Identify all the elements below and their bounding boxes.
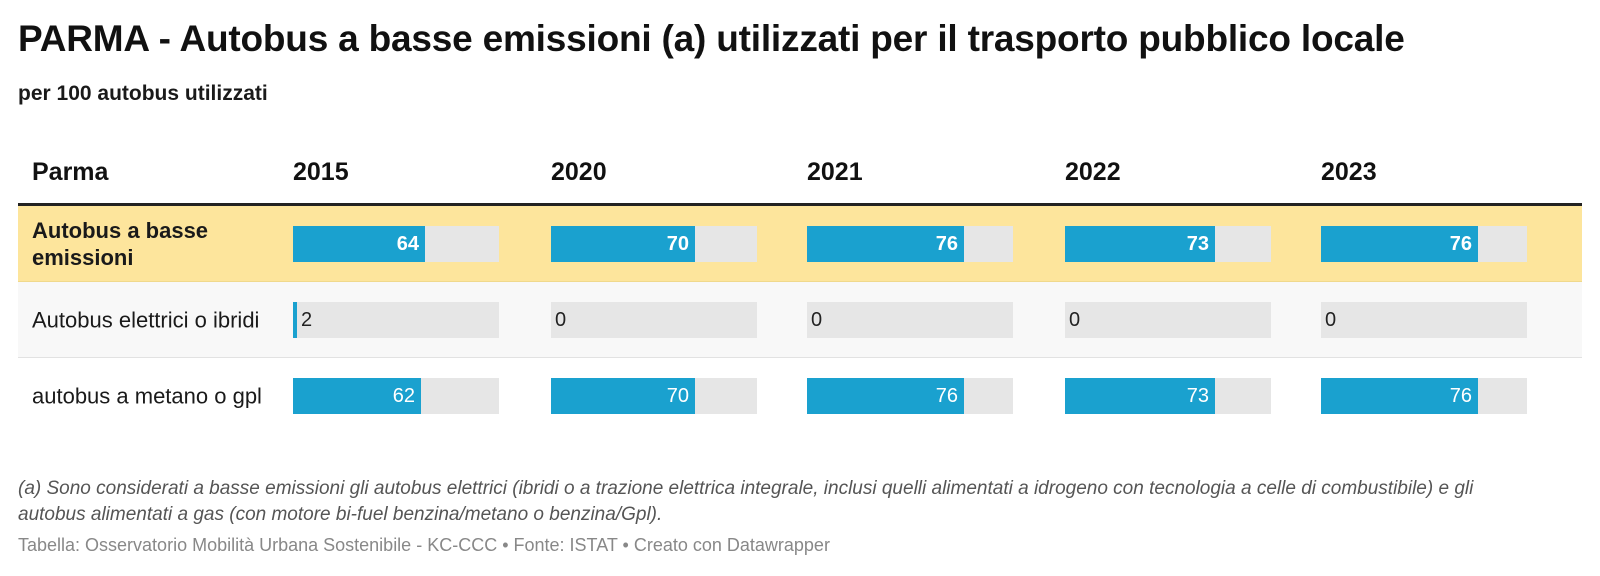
bar-cell: 76	[1321, 226, 1527, 262]
footnote: (a) Sono considerati a basse emissioni g…	[18, 478, 1474, 525]
data-label: 73	[1186, 233, 1209, 255]
column-header-2015[interactable]: 2015	[293, 158, 349, 186]
bar-cell: 0	[1321, 302, 1527, 338]
column-header-2023[interactable]: 2023	[1321, 158, 1377, 186]
data-label: 0	[555, 309, 567, 331]
bar-cell: 76	[807, 226, 1013, 262]
bar-cell: 64	[293, 226, 499, 262]
bar	[551, 226, 695, 262]
table-header: Parma 2015 2020 2021 2022 2023	[18, 144, 1582, 206]
table-row: Autobus a basse emissioni 64 70 76 73 76	[18, 206, 1582, 282]
bar-cell: 62	[293, 378, 499, 414]
bar	[1321, 378, 1478, 414]
bar-track	[807, 302, 1013, 338]
chart-subtitle: per 100 autobus utilizzati	[18, 82, 268, 105]
data-label: 73	[1186, 385, 1209, 407]
bar-track	[293, 302, 499, 338]
table-body: Autobus a basse emissioni 64 70 76 73 76 Autob…	[18, 206, 1582, 434]
column-header-2020[interactable]: 2020	[551, 158, 607, 186]
bar-cell: 70	[551, 226, 757, 262]
data-label: 0	[811, 309, 823, 331]
data-label: 70	[666, 385, 689, 407]
bar	[293, 302, 297, 338]
bar-cell: 2	[293, 302, 499, 338]
bar-cell: 76	[807, 378, 1013, 414]
bar-track	[1065, 302, 1271, 338]
row-label: Autobus elettrici o ibridi	[32, 307, 260, 332]
bar	[293, 226, 425, 262]
bar-cell: 73	[1065, 378, 1271, 414]
bar-cell: 70	[551, 378, 757, 414]
row-label: autobus a metano o gpl	[32, 383, 262, 409]
data-label: 2	[301, 309, 313, 331]
data-label: 0	[1325, 309, 1337, 331]
table-row: autobus a metano o gpl 62 70 76 73 76	[18, 358, 1582, 434]
bar	[1065, 226, 1215, 262]
column-header-2022[interactable]: 2022	[1065, 158, 1121, 186]
data-label: 76	[935, 233, 958, 255]
data-label: 76	[1449, 385, 1472, 407]
row-label: Autobus a basse emissioni	[32, 217, 209, 270]
bar-cell: 76	[1321, 378, 1527, 414]
bar-track	[1321, 302, 1527, 338]
data-label: 0	[1069, 309, 1081, 331]
bar	[1065, 378, 1215, 414]
bar	[293, 378, 421, 414]
bar-cell: 0	[1065, 302, 1271, 338]
chart-title: PARMA - Autobus a basse emissioni (a) ut…	[18, 18, 1405, 59]
table-row: Autobus elettrici o ibridi 2 0 0 0 0	[18, 282, 1582, 358]
data-label: 64	[396, 233, 419, 255]
bar-cell: 0	[551, 302, 757, 338]
data-label: 76	[935, 385, 958, 407]
data-label: 62	[392, 385, 415, 407]
bar-cell: 0	[807, 302, 1013, 338]
source-line: Tabella: Osservatorio Mobilità Urbana So…	[18, 535, 830, 555]
bar	[551, 378, 695, 414]
bar-track	[551, 302, 757, 338]
bar-cell: 73	[1065, 226, 1271, 262]
data-label: 70	[666, 233, 689, 255]
column-header-2021[interactable]: 2021	[807, 158, 863, 186]
data-table: Parma 2015 2020 2021 2022 2023 Autobus a bas…	[18, 144, 1582, 434]
bar	[807, 378, 964, 414]
data-label: 76	[1449, 233, 1472, 255]
row-header-label[interactable]: Parma	[32, 158, 109, 186]
bar	[807, 226, 964, 262]
bar	[1321, 226, 1478, 262]
